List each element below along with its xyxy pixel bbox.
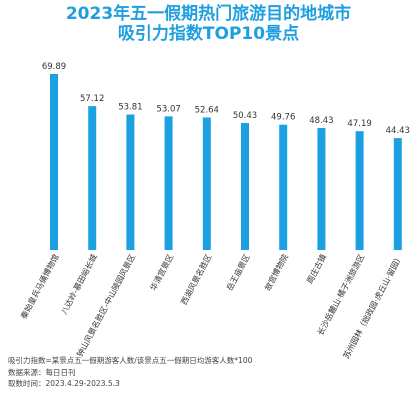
data-label-5: 52.64 — [195, 105, 219, 115]
bar-1 — [50, 74, 58, 250]
data-label-4: 53.07 — [156, 104, 180, 114]
bar-6 — [241, 123, 249, 250]
data-label-1: 69.89 — [42, 62, 66, 72]
category-label-7: 故宫博物院 — [262, 252, 290, 292]
bar-5 — [202, 117, 211, 250]
category-label-5: 西湖风景名胜区 — [178, 252, 213, 306]
chart-notes: 吸引力指数=某景点五一假期游客人数/该景点五一假期日均游客人数*100 数据来源… — [8, 355, 413, 390]
category-label-1: 秦始皇兵马俑博物馆 — [18, 252, 61, 320]
bar-9 — [355, 131, 364, 250]
data-label-8: 48.43 — [309, 116, 333, 126]
note-source: 数据来源：每日日刊 — [8, 367, 76, 377]
bar-3 — [126, 114, 135, 250]
data-label-7: 49.76 — [271, 113, 295, 123]
bar-7 — [279, 124, 288, 250]
data-label-2: 57.12 — [80, 94, 104, 104]
data-label-10: 44.43 — [386, 126, 410, 136]
chart-title-line1: 2023年五一假期热门旅游目的地城市 — [65, 4, 352, 24]
chart-title-line2: 吸引力指数TOP10景点 — [117, 24, 300, 44]
bar-2 — [88, 106, 97, 250]
bar-4 — [164, 116, 173, 251]
note-period: 取数时间：2023.4.29-2023.5.3 — [8, 379, 120, 388]
data-label-3: 53.81 — [118, 102, 142, 112]
bar-10 — [393, 138, 402, 250]
category-label-8: 周庄古镇 — [304, 252, 328, 285]
data-label-9: 47.19 — [347, 119, 371, 129]
data-label-6: 50.43 — [233, 111, 257, 121]
category-label-2: 八达岭-慕田峪长城 — [59, 252, 99, 316]
note-formula: 吸引力指数=某景点五一假期游客人数/该景点五一假期日均游客人数*100 — [8, 356, 253, 365]
category-label-6: 岳王庙景区 — [224, 252, 252, 292]
category-label-4: 华清宫景区 — [148, 252, 176, 292]
bar-8 — [317, 128, 326, 250]
